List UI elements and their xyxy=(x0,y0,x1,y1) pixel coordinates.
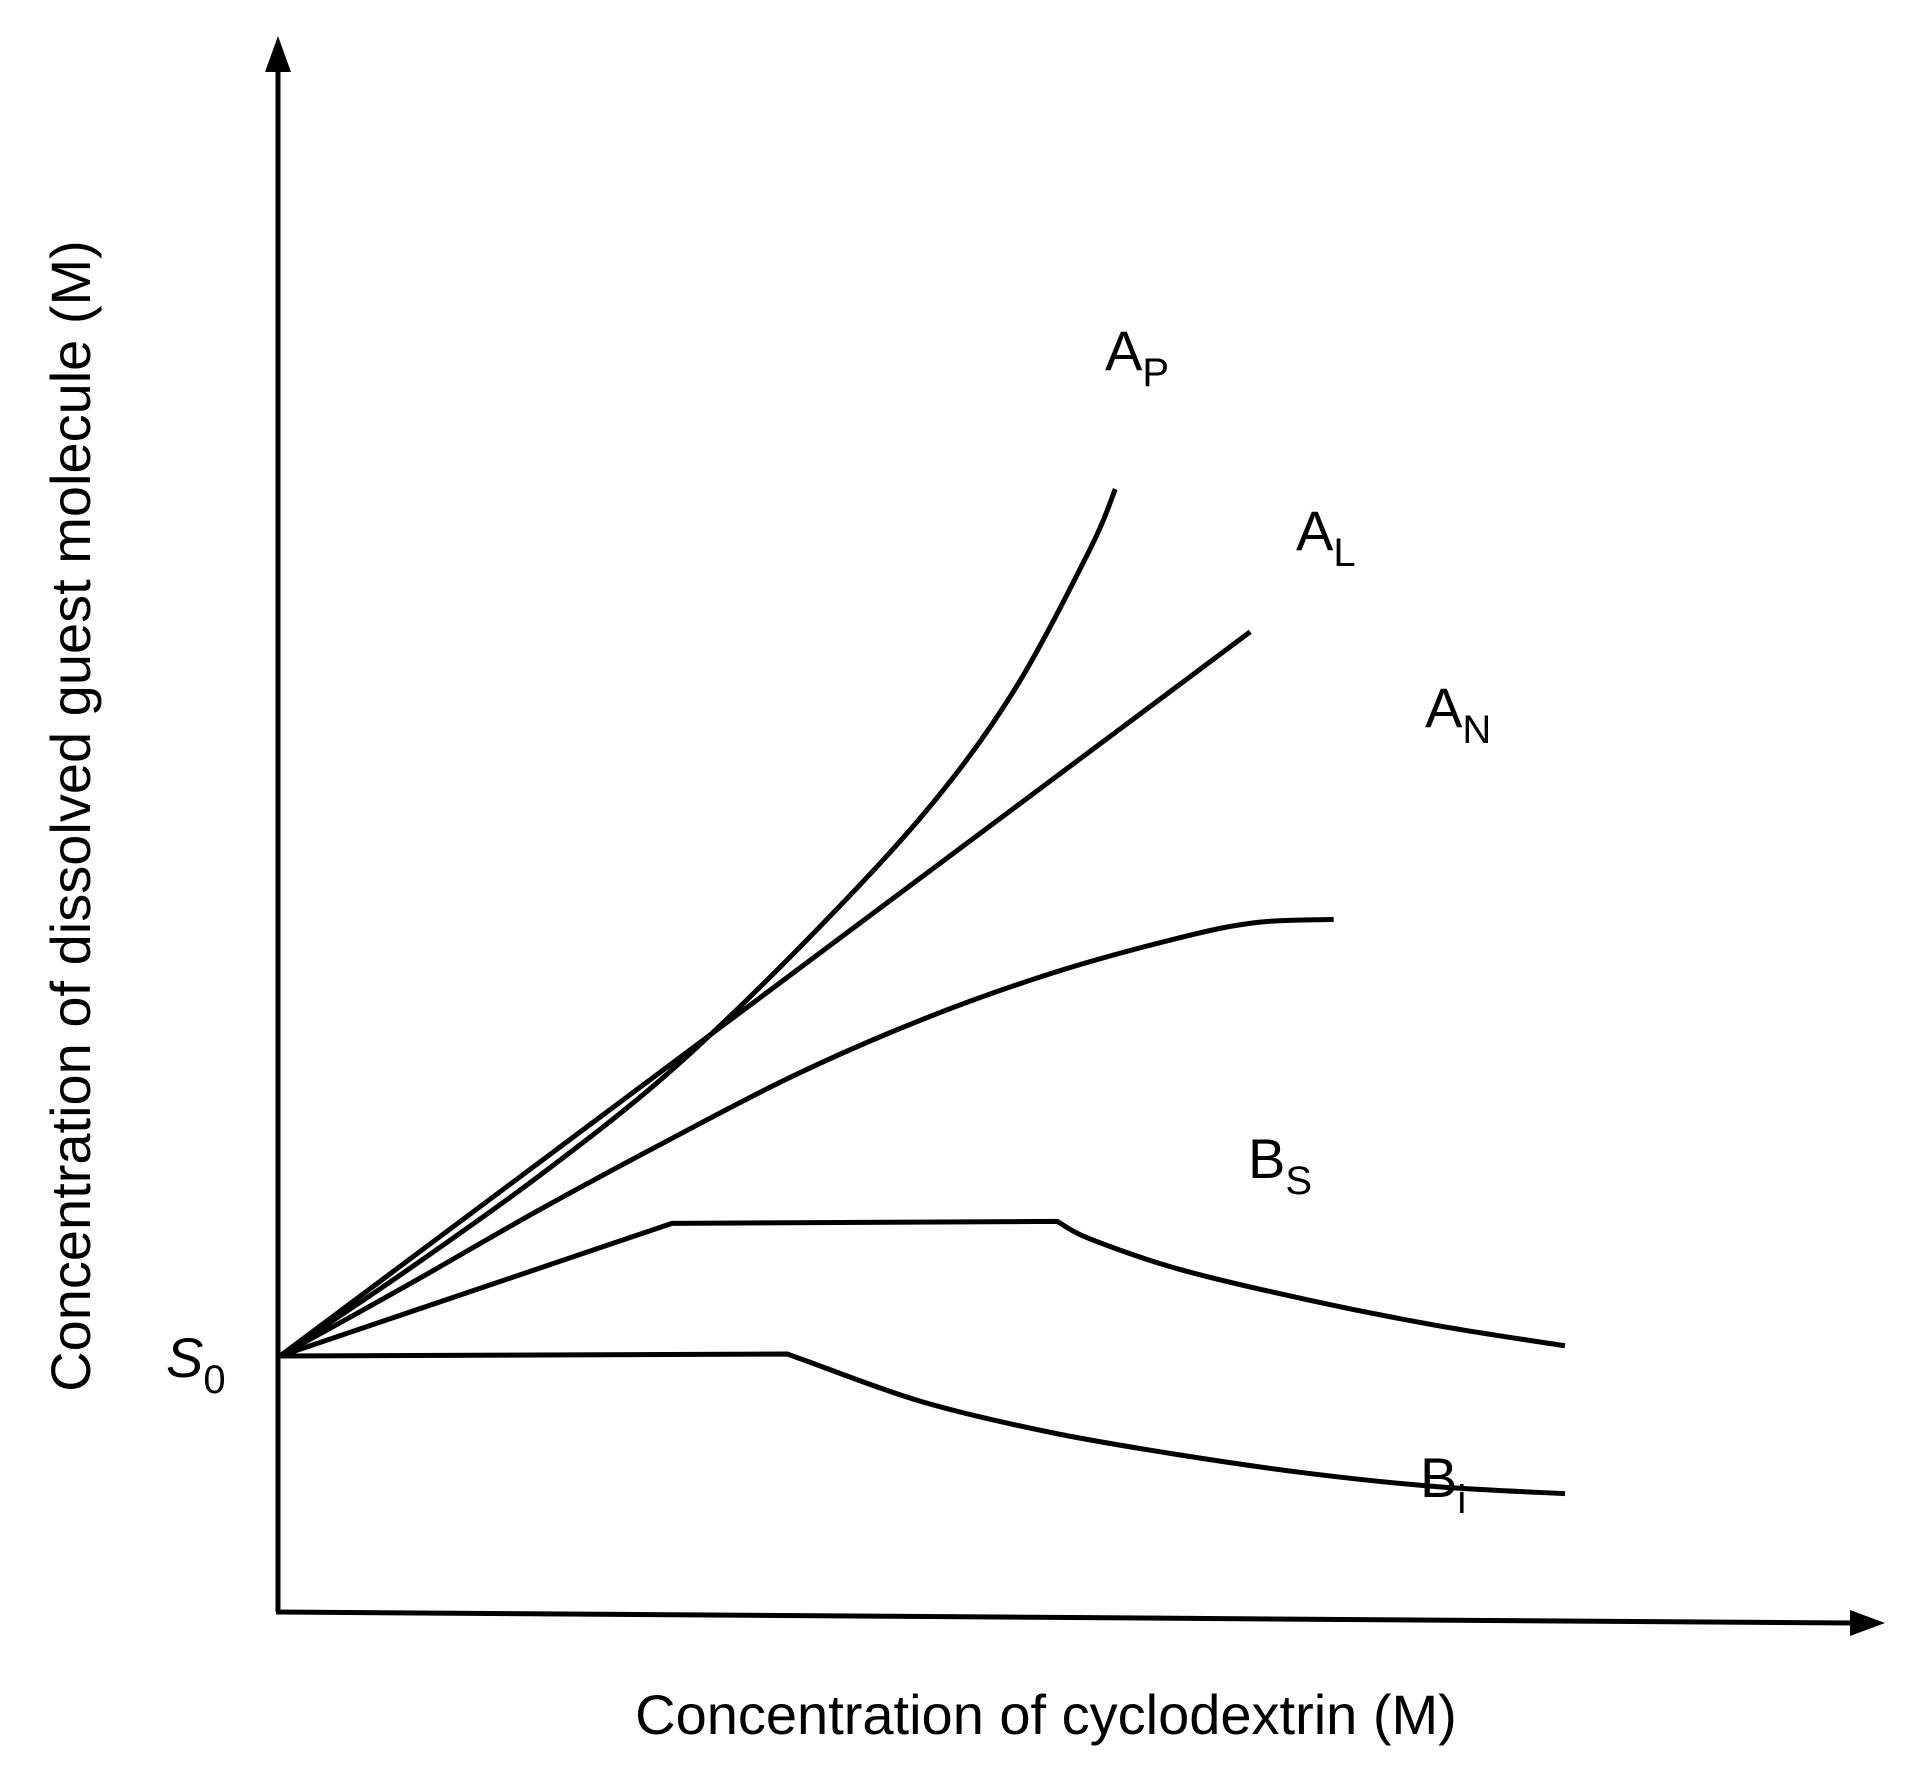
origin-label: S0 xyxy=(166,1326,226,1402)
series-line-AL xyxy=(278,629,1252,1359)
series-label-AL-base: A xyxy=(1296,499,1334,562)
series-label-AN-base: A xyxy=(1425,676,1463,739)
series-label-AN: AN xyxy=(1425,676,1491,752)
origin-label-base: S xyxy=(166,1326,203,1389)
series-label-AL-sub: L xyxy=(1333,531,1355,575)
series-label-Bi: Bi xyxy=(1420,1446,1466,1522)
y-axis-arrowhead xyxy=(265,36,291,72)
series-label-AN-sub: N xyxy=(1462,708,1491,752)
y-axis-title: Concentration of dissolved guest molecul… xyxy=(39,240,102,1392)
series-label-AP-sub: P xyxy=(1142,351,1169,395)
series-label-AP: AP xyxy=(1105,319,1169,395)
series-line-Bi xyxy=(279,1351,1566,1497)
x-axis-arrowhead xyxy=(1850,1610,1885,1636)
series-label-BS-base: B xyxy=(1248,1127,1285,1190)
series-label-Bi-sub: i xyxy=(1457,1478,1466,1522)
series-label-AL: AL xyxy=(1296,499,1356,575)
x-axis xyxy=(275,1609,1853,1626)
x-axis-title: Concentration of cyclodextrin (M) xyxy=(635,1683,1457,1746)
series-label-BS-sub: S xyxy=(1285,1159,1312,1203)
series-line-AP xyxy=(278,488,1118,1359)
origin-label-sub: 0 xyxy=(203,1358,225,1402)
series-label-AP-base: A xyxy=(1105,319,1143,382)
series-label-BS: BS xyxy=(1248,1127,1312,1203)
series-line-AN xyxy=(278,916,1334,1359)
series-line-BS xyxy=(279,1218,1566,1359)
series-label-Bi-base: B xyxy=(1420,1446,1457,1509)
